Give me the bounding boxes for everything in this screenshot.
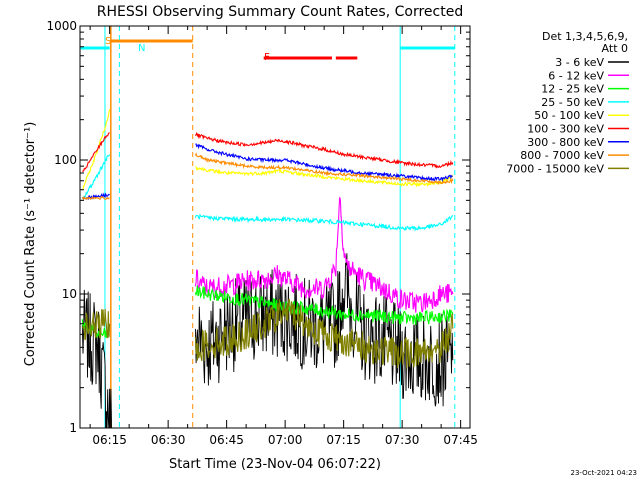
x-axis: 06:15 06:30 06:45 07:00 07:15 07:30 07:45 <box>89 26 478 447</box>
legend-label: 12 - 25 keV <box>541 83 604 96</box>
x-tick-label: 07:45 <box>443 433 478 447</box>
timestamp: 23-Oct-2021 04:23 <box>571 469 637 477</box>
y-tick-label: 1000 <box>46 19 77 33</box>
y-axis-label: Corrected Count Rate (s⁻¹ detector⁻¹) <box>23 122 38 367</box>
legend-label: 300 - 800 keV <box>527 136 604 149</box>
x-tick-label: 06:30 <box>151 433 186 447</box>
x-axis-label: Start Time (23-Nov-04 06:07:22) <box>169 457 381 472</box>
plot-frame <box>79 25 471 429</box>
legend-label: 50 - 100 keV <box>534 109 604 122</box>
y-tick-label: 10 <box>62 287 77 301</box>
legend-label: 25 - 50 keV <box>541 96 604 109</box>
x-tick-label: 07:00 <box>268 433 303 447</box>
series-line <box>194 197 454 313</box>
legend-label: 3 - 6 keV <box>555 56 604 69</box>
marker-n: N <box>138 43 145 54</box>
x-tick-label: 06:15 <box>92 433 127 447</box>
legend-header-line1: Det 1,3,4,5,6,9, <box>542 30 628 43</box>
legend-header-line2: Att 0 <box>602 42 628 55</box>
y-tick-label: 100 <box>54 153 77 167</box>
series-line <box>81 152 454 201</box>
series-line <box>81 298 454 369</box>
legend-label: 800 - 7000 keV <box>520 149 604 162</box>
legend-label: 100 - 300 keV <box>527 123 604 136</box>
x-tick-label: 06:45 <box>209 433 244 447</box>
legend-label: 7000 - 15000 keV <box>506 162 604 175</box>
series-line <box>82 143 453 201</box>
legend-label: 6 - 12 keV <box>548 69 604 82</box>
chart-title: RHESSI Observing Summary Count Rates, Co… <box>97 4 463 20</box>
series-line <box>82 154 454 232</box>
x-tick-label: 07:15 <box>326 433 361 447</box>
x-tick-label: 07:30 <box>385 433 420 447</box>
series-layer <box>81 108 454 428</box>
series-line <box>81 131 454 172</box>
y-axis: 1 10 100 1000 <box>46 19 470 435</box>
overlay-layer: S N F <box>80 26 456 428</box>
marker-f: F <box>264 52 270 63</box>
y-tick-label: 1 <box>69 421 77 435</box>
marker-s: S <box>105 36 111 47</box>
series-line <box>82 108 454 190</box>
